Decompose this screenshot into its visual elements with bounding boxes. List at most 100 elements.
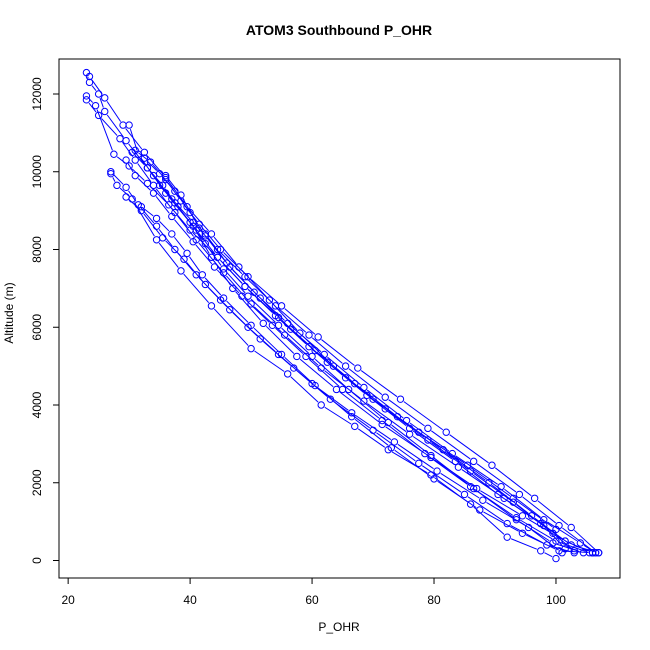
data-point (512, 514, 521, 522)
series-line-segment (106, 101, 122, 122)
series-line-segment (394, 449, 431, 477)
series-line-segment (369, 397, 407, 427)
data-point (277, 302, 286, 310)
data-point (537, 547, 545, 555)
series-line-segment (412, 436, 456, 466)
series-line-segment (311, 337, 343, 364)
data-point (381, 405, 389, 413)
series-layer (82, 68, 603, 563)
data-point (317, 401, 325, 409)
x-tick-label: 60 (305, 593, 319, 607)
data-point (201, 280, 210, 289)
series-line-segment (354, 418, 389, 446)
series-line-segment (220, 252, 243, 275)
data-point (305, 342, 313, 351)
data-point (149, 189, 158, 197)
series-line-segment (330, 364, 365, 393)
series-line-segment (137, 178, 151, 191)
data-point (198, 271, 206, 279)
data-point (259, 319, 267, 328)
data-point (94, 111, 103, 120)
series-line-segment (296, 370, 328, 397)
data-point (314, 333, 322, 341)
series-line-segment (278, 308, 307, 333)
series-line-segment (244, 298, 270, 323)
series-line-segment (299, 358, 334, 388)
data-point (168, 212, 176, 221)
series-line-segment (189, 256, 201, 272)
series-line-segment (122, 141, 134, 157)
series-line-segment (99, 97, 104, 108)
series-line-segment (101, 118, 118, 136)
series-line-segment (458, 463, 496, 493)
series-6 (107, 169, 560, 563)
series-line-segment (144, 208, 154, 217)
data-point (101, 94, 109, 102)
series-line-segment (128, 143, 146, 165)
data-point (244, 273, 252, 281)
series-line-segment (134, 154, 145, 166)
data-point (226, 263, 234, 271)
data-point (488, 461, 496, 469)
data-point (247, 321, 255, 330)
data-point (107, 169, 115, 178)
x-axis-label: P_OHR (318, 620, 360, 634)
y-tick-label: 6000 (30, 314, 44, 341)
data-point (351, 379, 359, 388)
data-point (512, 515, 521, 524)
data-point (131, 171, 139, 180)
x-tick-label: 100 (546, 593, 566, 607)
series-line-segment (385, 422, 422, 452)
series-line-segment (207, 246, 222, 266)
y-tick-label: 0 (30, 557, 44, 564)
series-line-segment (217, 269, 240, 294)
data-point (363, 391, 371, 399)
series-line-segment (473, 506, 505, 535)
series-line-segment (247, 288, 276, 316)
series-line-segment (159, 221, 170, 232)
series-line-segment (119, 187, 130, 197)
data-point (168, 230, 176, 238)
data-point (360, 397, 368, 405)
series-line-segment (308, 358, 340, 388)
data-point (433, 467, 441, 475)
data-point (82, 92, 91, 100)
data-point (229, 284, 237, 293)
series-line-segment (345, 391, 380, 419)
series-line-segment (232, 269, 258, 296)
series-line-segment (271, 302, 298, 331)
data-point (424, 424, 432, 433)
series-line-segment (167, 180, 185, 204)
data-point (256, 294, 264, 302)
data-point (85, 78, 94, 87)
data-point (125, 162, 133, 170)
data-point (125, 121, 133, 129)
series-line-segment (220, 259, 243, 284)
series-line-segment (284, 308, 316, 335)
data-point (256, 335, 264, 343)
series-line-segment (403, 401, 444, 431)
data-point (155, 181, 164, 190)
y-tick-label: 2000 (30, 469, 44, 496)
series-line-segment (183, 273, 210, 304)
series-line-segment (113, 174, 124, 185)
series-line-segment (544, 552, 553, 558)
series-line-segment (112, 177, 116, 182)
series-line-segment (150, 186, 167, 203)
data-point (430, 475, 438, 483)
series-line-segment (226, 271, 246, 294)
series-line-segment (575, 545, 595, 553)
data-point (503, 533, 511, 541)
series-line-segment (550, 545, 571, 553)
data-point (329, 362, 338, 370)
data-point (561, 537, 569, 545)
data-point (543, 541, 551, 549)
series-line-segment (265, 325, 295, 354)
data-point (287, 325, 295, 333)
series-line-segment (357, 428, 386, 448)
data-point (195, 224, 203, 232)
series-line-segment (207, 287, 228, 308)
data-point (311, 381, 319, 390)
data-point (293, 352, 301, 361)
